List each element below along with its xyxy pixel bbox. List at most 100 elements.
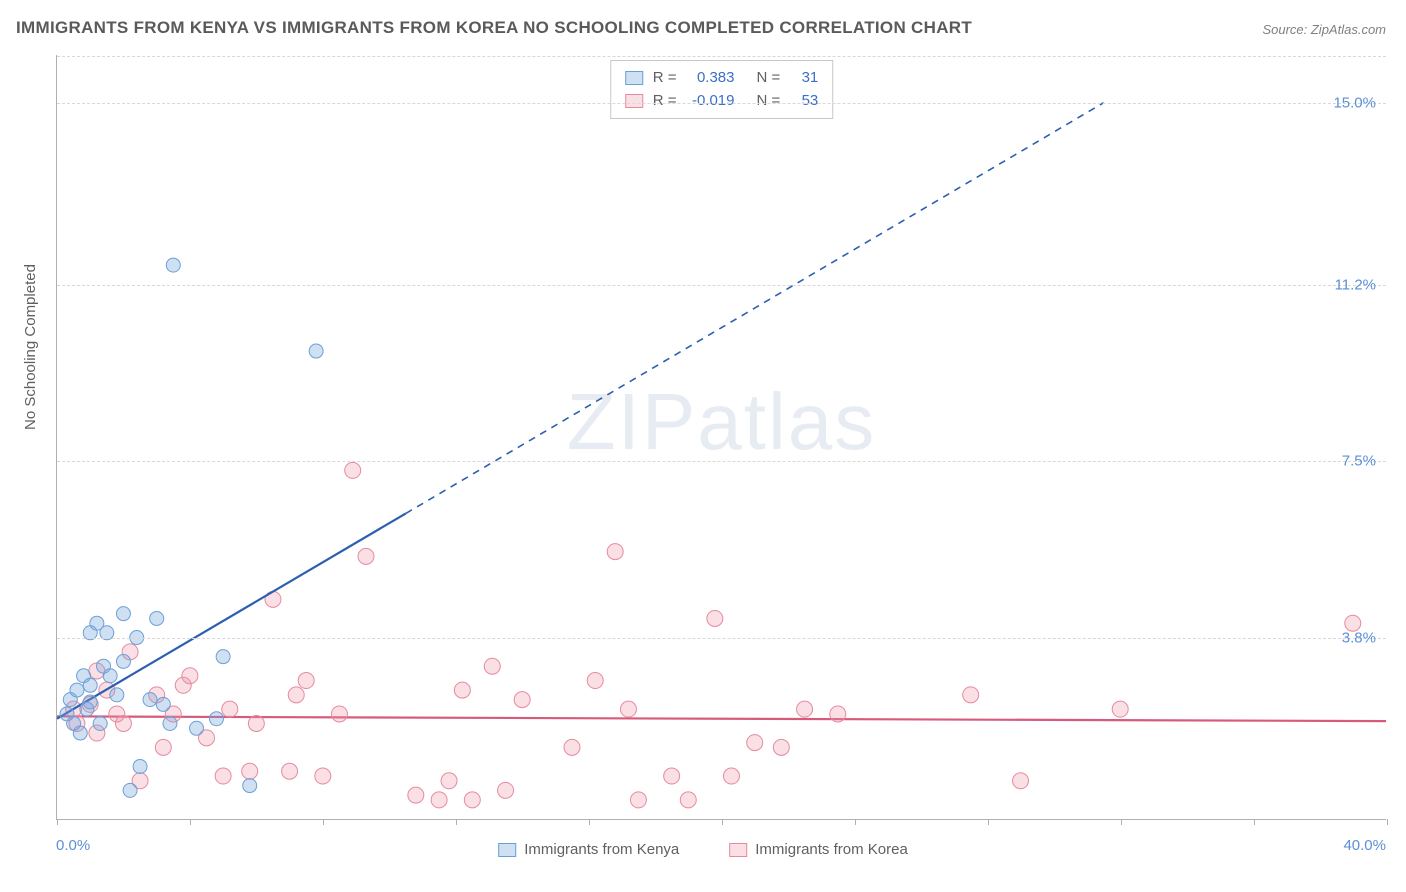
x-tick <box>988 819 989 825</box>
x-tick <box>589 819 590 825</box>
n-label: N = <box>757 90 781 113</box>
data-point <box>282 763 298 779</box>
y-axis-label: No Schooling Completed <box>22 264 39 430</box>
data-point <box>215 768 231 784</box>
trend-line <box>57 513 406 718</box>
x-tick <box>323 819 324 825</box>
data-point <box>1112 701 1128 717</box>
data-point <box>630 792 646 808</box>
y-tick-label: 15.0% <box>1333 94 1376 111</box>
data-point <box>116 654 130 668</box>
x-tick <box>456 819 457 825</box>
data-point <box>723 768 739 784</box>
data-point <box>243 779 257 793</box>
data-point <box>1345 615 1361 631</box>
data-point <box>209 712 223 726</box>
r-value: -0.019 <box>687 90 735 113</box>
x-tick <box>1121 819 1122 825</box>
plot-area: ZIPatlas R =0.383N =31R =-0.019N =53 3.8… <box>56 55 1386 820</box>
source-label: Source: ZipAtlas.com <box>1262 22 1386 37</box>
data-point <box>248 716 264 732</box>
x-tick <box>1387 819 1388 825</box>
series-swatch <box>625 94 643 108</box>
data-point <box>216 650 230 664</box>
trend-line-extension <box>406 103 1104 514</box>
data-point <box>110 688 124 702</box>
x-axis-min: 0.0% <box>56 837 90 854</box>
data-point <box>441 773 457 789</box>
x-tick <box>1254 819 1255 825</box>
data-point <box>73 726 87 740</box>
data-point <box>963 687 979 703</box>
data-point <box>514 692 530 708</box>
data-point <box>1013 773 1029 789</box>
data-point <box>484 658 500 674</box>
series-swatch <box>625 71 643 85</box>
chart-title: IMMIGRANTS FROM KENYA VS IMMIGRANTS FROM… <box>16 18 972 38</box>
data-point <box>156 697 170 711</box>
data-point <box>620 701 636 717</box>
data-point <box>564 739 580 755</box>
data-point <box>454 682 470 698</box>
data-point <box>747 735 763 751</box>
data-point <box>155 739 171 755</box>
gridline <box>57 461 1386 462</box>
data-point <box>115 716 131 732</box>
data-point <box>331 706 347 722</box>
data-point <box>83 678 97 692</box>
y-tick-label: 7.5% <box>1342 453 1376 470</box>
data-point <box>93 717 107 731</box>
data-point <box>222 701 238 717</box>
y-tick-label: 3.8% <box>1342 630 1376 647</box>
legend-item: Immigrants from Kenya <box>498 841 679 858</box>
n-value: 31 <box>790 67 818 90</box>
y-tick-label: 11.2% <box>1335 276 1376 293</box>
data-point <box>408 787 424 803</box>
data-point <box>298 673 314 689</box>
data-point <box>103 669 117 683</box>
data-point <box>830 706 846 722</box>
r-label: R = <box>653 67 677 90</box>
data-point <box>288 687 304 703</box>
gridline <box>57 638 1386 639</box>
data-point <box>163 717 177 731</box>
x-tick <box>190 819 191 825</box>
data-point <box>464 792 480 808</box>
data-point <box>797 701 813 717</box>
x-tick <box>722 819 723 825</box>
data-point <box>83 695 97 709</box>
x-axis-max: 40.0% <box>1343 837 1386 854</box>
data-point <box>309 344 323 358</box>
gridline <box>57 56 1386 57</box>
legend: Immigrants from Kenya Immigrants from Kor… <box>498 841 908 858</box>
data-point <box>707 610 723 626</box>
x-tick <box>855 819 856 825</box>
data-point <box>116 607 130 621</box>
data-point <box>242 763 258 779</box>
legend-label: Immigrants from Kenya <box>524 841 679 858</box>
data-point <box>498 782 514 798</box>
legend-item: Immigrants from Korea <box>729 841 908 858</box>
r-label: R = <box>653 90 677 113</box>
n-value: 53 <box>790 90 818 113</box>
data-point <box>773 739 789 755</box>
legend-swatch <box>498 843 516 857</box>
gridline <box>57 103 1386 104</box>
data-point <box>587 673 603 689</box>
legend-swatch <box>729 843 747 857</box>
data-point <box>123 783 137 797</box>
gridline <box>57 285 1386 286</box>
data-point <box>190 721 204 735</box>
data-point <box>133 759 147 773</box>
data-point <box>680 792 696 808</box>
stats-box: R =0.383N =31R =-0.019N =53 <box>610 60 834 119</box>
data-point <box>150 611 164 625</box>
data-point <box>166 258 180 272</box>
data-point <box>358 548 374 564</box>
stats-row: R =0.383N =31 <box>625 67 819 90</box>
x-tick <box>57 819 58 825</box>
r-value: 0.383 <box>687 67 735 90</box>
data-point <box>70 683 84 697</box>
legend-label: Immigrants from Korea <box>755 841 908 858</box>
data-point <box>431 792 447 808</box>
